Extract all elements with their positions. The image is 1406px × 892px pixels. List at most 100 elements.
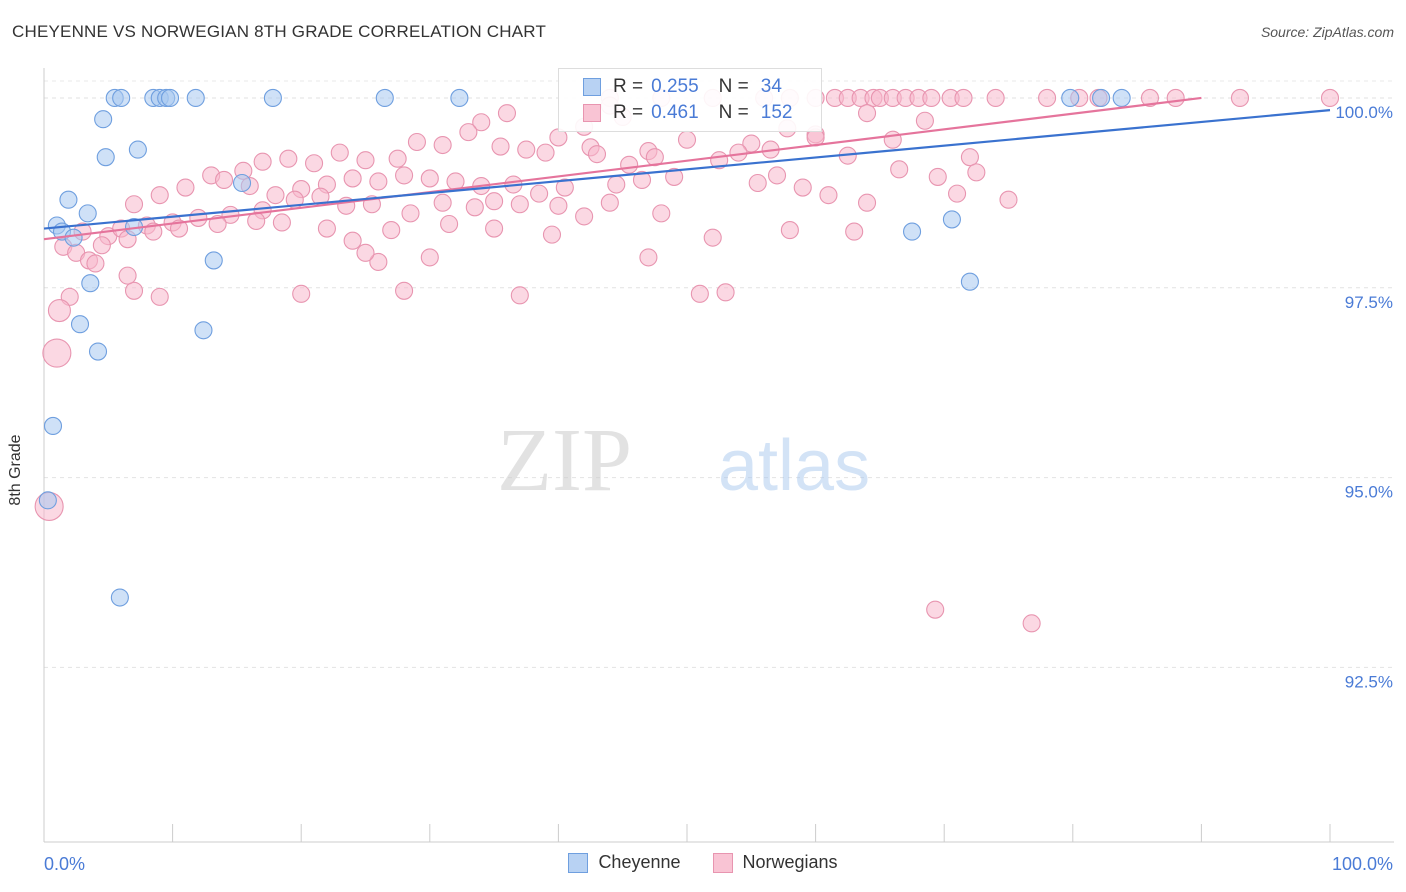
chart-title: CHEYENNE VS NORWEGIAN 8TH GRADE CORRELAT… [12, 22, 547, 41]
data-point [128, 140, 147, 159]
data-point [902, 222, 922, 241]
data-point [587, 145, 607, 164]
norwegians-legend-swatch [712, 852, 733, 873]
legend-item-cheyenne[interactable]: Cheyenne [568, 852, 681, 873]
data-point [253, 152, 272, 171]
data-point [926, 600, 945, 619]
data-point [272, 213, 291, 232]
correlation-legend: R = 0.255 N = 34 R = 0.461 N = 152 [558, 68, 822, 132]
data-point [81, 274, 100, 293]
data-point [677, 130, 697, 149]
data-point [1112, 88, 1131, 108]
data-point [485, 192, 504, 211]
legend-row-cheyenne: R = 0.255 N = 34 [583, 75, 782, 99]
data-point [1022, 614, 1041, 633]
r-value-norwegians: 0.461 [651, 102, 699, 123]
watermark: ZIP atlas [497, 411, 870, 510]
y-tick-label: 97.5% [1345, 293, 1393, 312]
axes [43, 68, 1394, 843]
tick-labels: 100.0% 97.5% 95.0% 92.5% 0.0% 100.0% [44, 103, 1393, 874]
data-point [186, 88, 205, 108]
data-point [780, 221, 799, 240]
data-point [407, 132, 426, 152]
data-point [600, 193, 619, 212]
data-point [542, 225, 562, 244]
data-point [204, 251, 223, 270]
data-point [665, 167, 684, 186]
data-point [330, 143, 349, 162]
data-point [1092, 88, 1111, 108]
n-label: N = [718, 102, 749, 123]
data-point [497, 104, 517, 123]
r-label: R = [613, 102, 644, 123]
data-point [395, 281, 414, 300]
trendline-cheyenne [43, 109, 1331, 230]
data-point [263, 88, 282, 108]
legend-label-cheyenne: Cheyenne [598, 852, 681, 872]
cheyenne-legend-swatch [568, 852, 589, 873]
data-point [317, 219, 336, 238]
data-point [150, 186, 169, 205]
watermark-atlas: atlas [718, 426, 870, 506]
data-point [92, 236, 111, 255]
data-point [607, 175, 626, 194]
data-point [510, 195, 529, 214]
data-point [118, 266, 137, 285]
y-tick-label: 95.0% [1345, 483, 1393, 502]
r-value-cheyenne: 0.255 [651, 76, 699, 97]
data-point [86, 254, 105, 273]
legend-item-norwegians[interactable]: Norwegians [712, 852, 838, 873]
data-point [401, 204, 420, 223]
data-point [96, 148, 115, 167]
cheyenne-swatch [583, 78, 601, 96]
data-point [960, 272, 979, 291]
data-point [343, 169, 362, 188]
data-point [915, 111, 934, 130]
data-point [110, 588, 129, 607]
data-point [292, 284, 311, 303]
data-point [517, 140, 536, 159]
data-point [59, 190, 78, 209]
data-point [1320, 88, 1340, 108]
data-point [767, 166, 787, 185]
data-point [43, 416, 63, 435]
norwegians-swatch [583, 104, 601, 122]
data-point [124, 281, 144, 300]
trendlines [43, 96, 1331, 241]
data-point [305, 154, 324, 173]
data-point [922, 88, 941, 108]
data-point [208, 214, 227, 234]
series-norwegians [34, 88, 1340, 633]
data-point [716, 283, 735, 302]
data-point [948, 184, 967, 203]
data-point [369, 252, 388, 272]
data-point [536, 143, 555, 162]
data-point [986, 88, 1005, 108]
trendline-norwegians [43, 96, 1202, 241]
n-value-norwegians: 152 [760, 102, 793, 123]
watermark-zip: ZIP [497, 411, 632, 510]
data-point [388, 149, 407, 168]
data-point [356, 243, 375, 262]
data-point [485, 219, 504, 238]
legend-label-norwegians: Norwegians [742, 852, 838, 872]
data-point [42, 338, 72, 368]
data-point [433, 135, 452, 155]
data-point [845, 222, 864, 241]
data-point [857, 104, 877, 123]
data-point [70, 315, 90, 334]
data-point [214, 170, 234, 190]
data-point [793, 178, 812, 197]
n-label: N = [718, 76, 749, 97]
data-point [639, 248, 658, 267]
data-point [999, 190, 1018, 209]
data-point [1230, 88, 1250, 108]
r-label: R = [613, 76, 644, 97]
data-point [343, 231, 362, 250]
x-tick-label-left: 0.0% [44, 854, 85, 874]
data-point [433, 193, 452, 212]
data-point [420, 248, 439, 267]
data-point [194, 321, 213, 340]
data-point [375, 88, 394, 108]
